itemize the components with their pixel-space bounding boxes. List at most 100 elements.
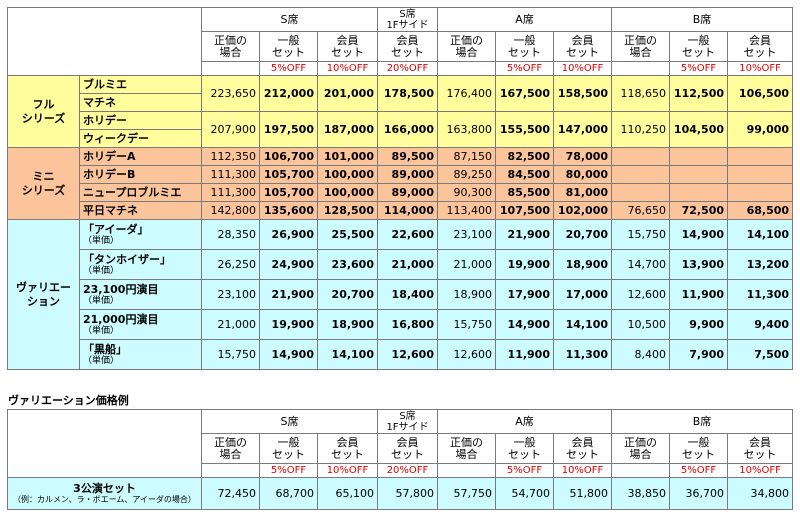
- discount-cell-empty: [201, 463, 260, 478]
- price-cell: 17,000: [552, 279, 613, 310]
- seat-header-s: S席: [201, 409, 378, 434]
- price-cell: 15,750: [611, 219, 671, 250]
- col-member: 会員 セット: [317, 433, 378, 464]
- price-cell: 106,700: [259, 147, 318, 166]
- price-cell: 26,900: [259, 219, 318, 250]
- price-cell: 111,300: [201, 165, 260, 184]
- row-name: ウィークデー: [79, 129, 202, 148]
- price-cell: [727, 147, 794, 166]
- price-cell: 21,900: [495, 219, 554, 250]
- price-cell: 14,100: [552, 309, 613, 340]
- price-cell: [669, 147, 729, 166]
- price-cell: 14,100: [317, 339, 378, 370]
- price-table: S席 S席 1Fサイド A席 B席 正価の 場合 一般 セット 会員 セット 会…: [7, 7, 794, 370]
- table-row: 3公演セット （例：カルメン、ラ・ボエーム、アイーダの場合） 72,450 68…: [7, 477, 794, 510]
- table-row: フル シリーズ ブルミエ 223,650 212,000 201,000 178,500 1…: [7, 75, 794, 148]
- price-cell: 57,750: [437, 477, 496, 510]
- price-cell: [727, 183, 794, 202]
- col-regular: 正価の 場合: [201, 31, 260, 62]
- seat-header-s-side: S席 1Fサイド: [377, 409, 438, 434]
- price-cell: 155,500: [495, 111, 554, 148]
- price-cell: 19,900: [259, 309, 318, 340]
- price-cell: 14,100: [727, 219, 794, 250]
- variation-example-table: S席 S席 1Fサイド A席 B席 正価の 場合 一般 セット 会員 セット 会…: [7, 409, 794, 510]
- row-name: 23,100円演目 （単価）: [79, 279, 202, 310]
- discount-label: 10%OFF: [727, 463, 794, 478]
- row-name: 「タンホイザー」 （単価）: [79, 249, 202, 280]
- price-cell: 14,700: [611, 249, 671, 280]
- price-cell: 11,300: [552, 339, 613, 370]
- price-cell: 25,500: [317, 219, 378, 250]
- price-cell: 166,000: [377, 111, 438, 148]
- col-regular: 正価の 場合: [611, 31, 671, 62]
- discount-label: 10%OFF: [552, 61, 613, 76]
- price-cell: 201,000: [317, 75, 378, 112]
- price-cell: 36,700: [669, 477, 729, 510]
- price-cell: [669, 183, 729, 202]
- price-cell: 14,900: [495, 309, 554, 340]
- price-cell: 18,400: [377, 279, 438, 310]
- price-cell: 89,250: [437, 165, 496, 184]
- set-name: 3公演セット: [73, 482, 136, 495]
- row-name-unit: （単価）: [83, 326, 120, 336]
- col-member: 会員 セット: [377, 31, 438, 62]
- col-member: 会員 セット: [727, 433, 794, 464]
- price-cell: 22,600: [377, 219, 438, 250]
- seat-header-a: A席: [436, 409, 613, 434]
- table-row: ニュープロブルミエ 111,300 105,700 100,000 89,000 90,3…: [8, 183, 794, 202]
- price-cell: 51,800: [552, 477, 613, 510]
- price-cell: 112,350: [201, 147, 260, 166]
- price-cell: 128,500: [317, 201, 378, 220]
- discount-label: 20%OFF: [377, 61, 438, 76]
- table-row: 「黒船」 （単価） 15,750 14,900 14,100 12,600 12,600 11…: [8, 339, 794, 370]
- price-cell: 197,500: [259, 111, 318, 148]
- price-cell: 89,000: [377, 165, 438, 184]
- price-cell: 85,500: [495, 183, 554, 202]
- col-general: 一般 セット: [669, 433, 729, 464]
- price-cell: 89,500: [377, 147, 438, 166]
- col-general: 一般 セット: [259, 433, 318, 464]
- price-cell: 223,650: [201, 75, 260, 112]
- price-cell: 21,000: [437, 249, 496, 280]
- price-cell: 100,000: [317, 183, 378, 202]
- price-cell: 114,000: [377, 201, 438, 220]
- price-cell: 76,650: [611, 201, 671, 220]
- price-cell: 19,900: [495, 249, 554, 280]
- price-cell: 7,900: [669, 339, 729, 370]
- price-cell: 87,150: [437, 147, 496, 166]
- discount-label: 10%OFF: [552, 463, 613, 478]
- discount-label: 10%OFF: [727, 61, 794, 76]
- price-cell: 99,000: [727, 111, 794, 148]
- table-row: 平日マチネ 142,800 135,600 128,500 114,000 113,400…: [8, 201, 794, 220]
- price-cell: 13,200: [727, 249, 794, 280]
- set-example: （例：カルメン、ラ・ボエーム、アイーダの場合）: [13, 495, 196, 504]
- category-label: ヴァリエー ション: [7, 219, 80, 370]
- category-label: フル シリーズ: [7, 75, 80, 148]
- table-row: ヴァリエー ション 「アイーダ」 （単価） 28,350 26,900 25,500 22,…: [7, 219, 794, 370]
- row-name-unit: （単価）: [83, 296, 120, 306]
- col-general: 一般 セット: [495, 31, 554, 62]
- price-cell: 57,800: [377, 477, 438, 510]
- row-name-main: 「アイーダ」: [83, 223, 149, 236]
- discount-label: 20%OFF: [377, 463, 438, 478]
- price-cell: 24,900: [259, 249, 318, 280]
- seat-header-s: S席: [201, 7, 378, 32]
- col-regular: 正価の 場合: [611, 433, 671, 464]
- row-name-main: 23,100円演目: [83, 283, 159, 296]
- price-cell: 104,500: [669, 111, 729, 148]
- price-cell: 178,500: [377, 75, 438, 112]
- price-cell: 110,250: [611, 111, 671, 148]
- row-name: 21,000円演目 （単価）: [79, 309, 202, 340]
- price-cell: 18,900: [552, 249, 613, 280]
- col-general: 一般 セット: [669, 31, 729, 62]
- row-name-set: 3公演セット （例：カルメン、ラ・ボエーム、アイーダの場合）: [7, 477, 202, 510]
- seat-header-a: A席: [436, 7, 613, 32]
- price-cell: 212,000: [259, 75, 318, 112]
- price-cell: 81,000: [552, 183, 613, 202]
- table-row: マチネ: [8, 93, 793, 112]
- row-name: 「アイーダ」 （単価）: [79, 219, 202, 250]
- row-name: 平日マチネ: [79, 201, 202, 220]
- row-name: ブルミエ: [79, 75, 202, 94]
- row-name-unit: （単価）: [83, 236, 120, 246]
- price-cell: 167,500: [495, 75, 554, 112]
